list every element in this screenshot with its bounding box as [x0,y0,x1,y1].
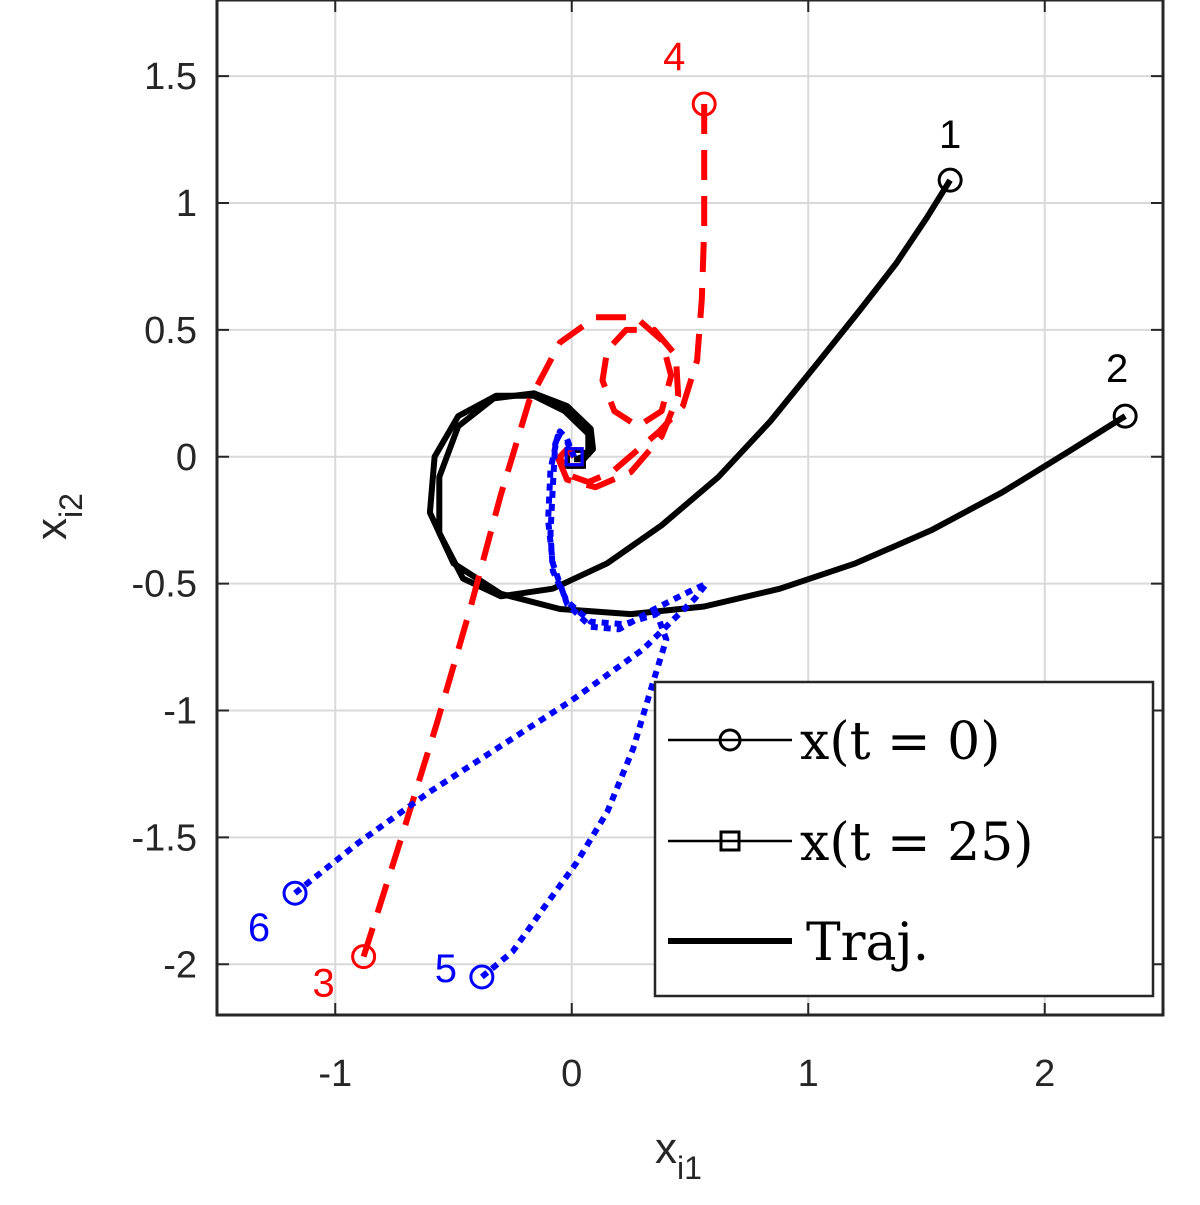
trajectory-label-4: 4 [663,35,685,79]
tick-labels: -1 0 1 2 -2 -1.5 -1 -0.5 0 0.5 1 1.5 [132,56,1056,1095]
legend-label-final: x(t = 25) [800,813,1034,873]
y-tick-label: 0.5 [144,310,197,352]
trajectory-line-2 [426,392,1127,618]
start-marker-4 [691,91,717,117]
y-tick-label: -2 [163,944,197,986]
series-group: 1 2 3 4 5 6 [248,35,1138,1006]
x-tick-label: -1 [318,1053,352,1095]
legend: x(t = 0) x(t = 25) Traj. [653,680,1155,998]
x-tick-label: 2 [1034,1053,1055,1095]
start-marker-1 [937,167,963,193]
plot-border [215,0,1165,1017]
legend-circle-marker [718,728,742,752]
trajectory-line-5 [479,428,670,980]
legend-entry-initial: x(t = 0) [668,712,1001,772]
end-marker-6 [564,447,584,467]
legend-label-trajectory: Traj. [806,913,929,973]
start-marker-6 [282,880,308,906]
trajectory-label-2: 2 [1106,347,1128,391]
trajectory-line-6 [293,433,710,896]
y-axis-label: xi2 [27,493,89,540]
start-marker-3 [351,944,377,970]
x-axis-label: xi1 [655,1124,702,1186]
y-tick-label: 1 [176,183,197,225]
legend-square-marker [719,830,741,852]
y-tick-label: 0 [176,437,197,479]
legend-entry-trajectory: Traj. [668,913,929,973]
trajectory-label-3: 3 [313,962,335,1006]
trajectory-line-1 [436,178,953,600]
axes-frame [215,0,1165,1017]
y-tick-label: -1.5 [132,817,197,859]
x-tick-label: 1 [798,1053,819,1095]
start-marker-5 [469,964,495,990]
end-marker-2 [566,449,586,469]
trajectory-label-1: 1 [939,113,961,157]
trajectory-label-5: 5 [435,947,457,991]
trajectory-line-4 [556,104,708,486]
legend-entry-final: x(t = 25) [668,813,1034,873]
trajectory-label-6: 6 [248,906,270,950]
y-tick-label: -0.5 [132,564,197,606]
x-tick-label: 0 [561,1053,582,1095]
trajectory-line-3 [360,314,682,958]
y-tick-label: -1 [163,691,197,733]
y-tick-label: 1.5 [144,56,197,98]
legend-label-initial: x(t = 0) [800,712,1001,772]
start-marker-2 [1112,403,1138,429]
